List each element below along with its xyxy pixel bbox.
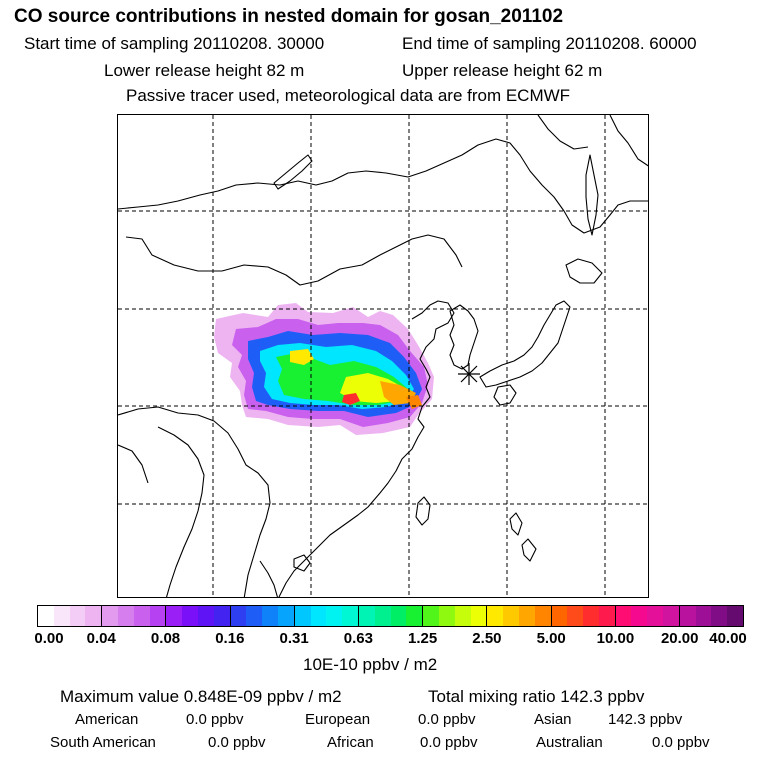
- color-scale-segment: [567, 606, 584, 626]
- color-scale-segment: [390, 606, 407, 626]
- color-scale-segment: [69, 606, 86, 626]
- color-scale-segment: [342, 606, 358, 626]
- color-scale-tick-label: 0.63: [343, 630, 373, 647]
- source-name: American: [75, 711, 139, 728]
- star-icon: [458, 363, 480, 385]
- color-scale-segment: [38, 606, 54, 626]
- color-scale-segment: [583, 606, 599, 626]
- color-scale-segment: [229, 606, 247, 626]
- color-scale-segment: [53, 606, 70, 626]
- color-scale-segment: [695, 606, 712, 626]
- source-value: 142.3 ppbv: [608, 711, 683, 728]
- color-scale-unit: 10E-10 ppbv / m2: [303, 655, 438, 674]
- color-scale-segment: [326, 606, 343, 626]
- color-scale-segment: [550, 606, 568, 626]
- color-scale-tick-label: 20.00: [660, 630, 699, 647]
- color-scale-segment: [422, 606, 439, 626]
- source-value: 0.0 ppbv: [418, 711, 476, 728]
- plume-yellow-spot: [290, 349, 314, 365]
- color-scale-segment: [454, 606, 471, 626]
- color-scale-segment: [406, 606, 423, 626]
- color-scale-segment: [262, 606, 278, 626]
- color-scale-segment: [486, 606, 504, 626]
- color-scale-segment: [614, 606, 632, 626]
- color-scale-segment: [213, 606, 230, 626]
- source-value: 0.0 ppbv: [652, 734, 710, 751]
- color-scale-segment: [246, 606, 263, 626]
- color-scale-segment: [631, 606, 648, 626]
- color-scale-segment: [438, 606, 455, 626]
- color-scale-tick-label: 0.08: [150, 630, 181, 647]
- color-scale-tick-label: 1.25: [408, 630, 438, 647]
- source-name: Australian: [536, 734, 603, 751]
- color-scale-segment: [117, 606, 134, 626]
- source-value: 0.0 ppbv: [186, 711, 244, 728]
- color-scale-segment: [133, 606, 150, 626]
- color-scale-segment: [374, 606, 391, 626]
- color-scale-tick-label: 0.31: [279, 630, 309, 647]
- color-scale-tick-label: 0.00: [34, 630, 64, 647]
- end-time-label: End time of sampling 20110208. 60000: [402, 34, 697, 53]
- color-scale-tick-label: 0.16: [215, 630, 245, 647]
- map-panel: [117, 114, 649, 598]
- start-time-label: Start time of sampling 20110208. 30000: [24, 34, 325, 53]
- plume-red-spot: [342, 393, 360, 405]
- map-canvas: [118, 115, 648, 597]
- maximum-value-label: Maximum value 0.848E-09 ppbv / m2: [60, 687, 342, 706]
- upper-height-label: Upper release height 62 m: [402, 61, 603, 80]
- color-scale-segment: [182, 606, 198, 626]
- source-name: South American: [50, 734, 156, 751]
- color-scale-segment: [149, 606, 166, 626]
- tracer-note: Passive tracer used, meteorological data…: [126, 86, 571, 105]
- color-scale-tick-label: 0.04: [86, 630, 116, 647]
- color-scale-tick-label: 5.00: [536, 630, 566, 647]
- color-scale-bar: [37, 605, 744, 627]
- source-value: 0.0 ppbv: [208, 734, 266, 751]
- color-scale-segment: [101, 606, 118, 626]
- color-scale-segment: [518, 606, 535, 626]
- color-scale-tick-label: 10.00: [596, 630, 635, 647]
- map-title: CO source contributions in nested domain…: [14, 6, 564, 27]
- color-scale-segment: [727, 606, 744, 626]
- color-scale-segment: [647, 606, 664, 626]
- color-scale-segment: [503, 606, 519, 626]
- color-scale-segment: [470, 606, 487, 626]
- color-scale-segment: [277, 606, 294, 626]
- lat-lon-grid: [118, 115, 648, 597]
- color-scale-segment: [310, 606, 327, 626]
- color-scale-segment: [165, 606, 183, 626]
- color-scale-tick-label: 2.50: [472, 630, 502, 647]
- color-scale-tick-label: 40.00: [709, 630, 747, 647]
- lower-height-label: Lower release height 82 m: [104, 61, 305, 80]
- source-name: Asian: [534, 711, 572, 728]
- color-scale-segment: [357, 606, 375, 626]
- coastline: [118, 115, 648, 597]
- color-scale-segment: [598, 606, 615, 626]
- color-scale-segment: [678, 606, 696, 626]
- color-scale-segment: [663, 606, 679, 626]
- source-value: 0.0 ppbv: [420, 734, 478, 751]
- plume-orange-spot: [406, 395, 422, 409]
- total-mixing-ratio-label: Total mixing ratio 142.3 ppbv: [428, 687, 645, 706]
- color-scale-segment: [293, 606, 311, 626]
- color-scale-segment: [711, 606, 728, 626]
- color-scale-segment: [197, 606, 214, 626]
- source-name: African: [327, 734, 374, 751]
- source-name: European: [305, 711, 371, 728]
- concentration-field: [214, 303, 434, 435]
- color-scale-segment: [85, 606, 102, 626]
- color-scale-segment: [534, 606, 551, 626]
